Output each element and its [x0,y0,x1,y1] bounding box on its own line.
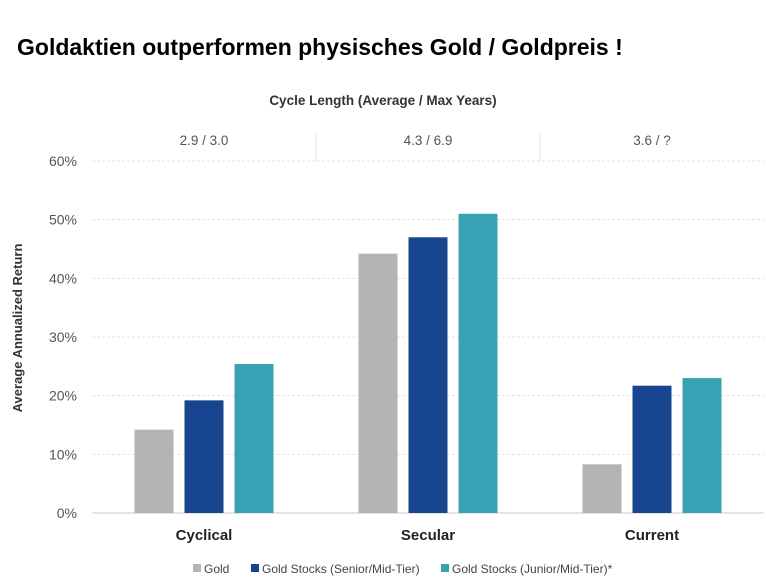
x-category-label: Secular [401,527,455,544]
bars [134,213,722,514]
bar [682,378,722,513]
legend-label: Gold [204,562,229,576]
bar [358,253,398,513]
cycle-length-label: 2.9 / 3.0 [180,133,229,148]
y-axis-ticks: 0% 10% 20% 30% 40% 50% 60% [49,153,77,521]
bar [234,363,274,513]
bar [458,213,498,514]
legend-label: Gold Stocks (Junior/Mid-Tier)* [452,562,613,576]
y-tick-label: 50% [49,212,77,228]
legend-swatch [441,564,449,572]
cycle-length-label: 4.3 / 6.9 [404,133,453,148]
chart-title: Cycle Length (Average / Max Years) [269,93,497,108]
page-title: Goldaktien outperformen physisches Gold … [17,34,623,60]
y-tick-label: 60% [49,153,77,169]
y-tick-label: 10% [49,446,77,462]
legend-label: Gold Stocks (Senior/Mid-Tier) [262,562,420,576]
cycle-length-labels: 2.9 / 3.0 4.3 / 6.9 3.6 / ? [180,133,671,161]
x-category-label: Current [625,527,679,544]
bar [632,385,672,513]
y-tick-label: 30% [49,329,77,345]
bar [184,400,224,513]
legend: Gold Gold Stocks (Senior/Mid-Tier) Gold St… [193,562,613,576]
x-axis-categories: Cyclical Secular Current [176,527,679,544]
y-tick-label: 0% [57,505,77,521]
y-tick-label: 40% [49,270,77,286]
y-axis-label: Average Annualized Return [10,244,25,413]
y-tick-label: 20% [49,388,77,404]
legend-swatch [251,564,259,572]
cycle-length-label: 3.6 / ? [633,133,671,148]
bar [408,237,448,513]
bar [134,429,174,513]
bar [582,464,622,513]
legend-swatch [193,564,201,572]
x-category-label: Cyclical [176,527,233,544]
